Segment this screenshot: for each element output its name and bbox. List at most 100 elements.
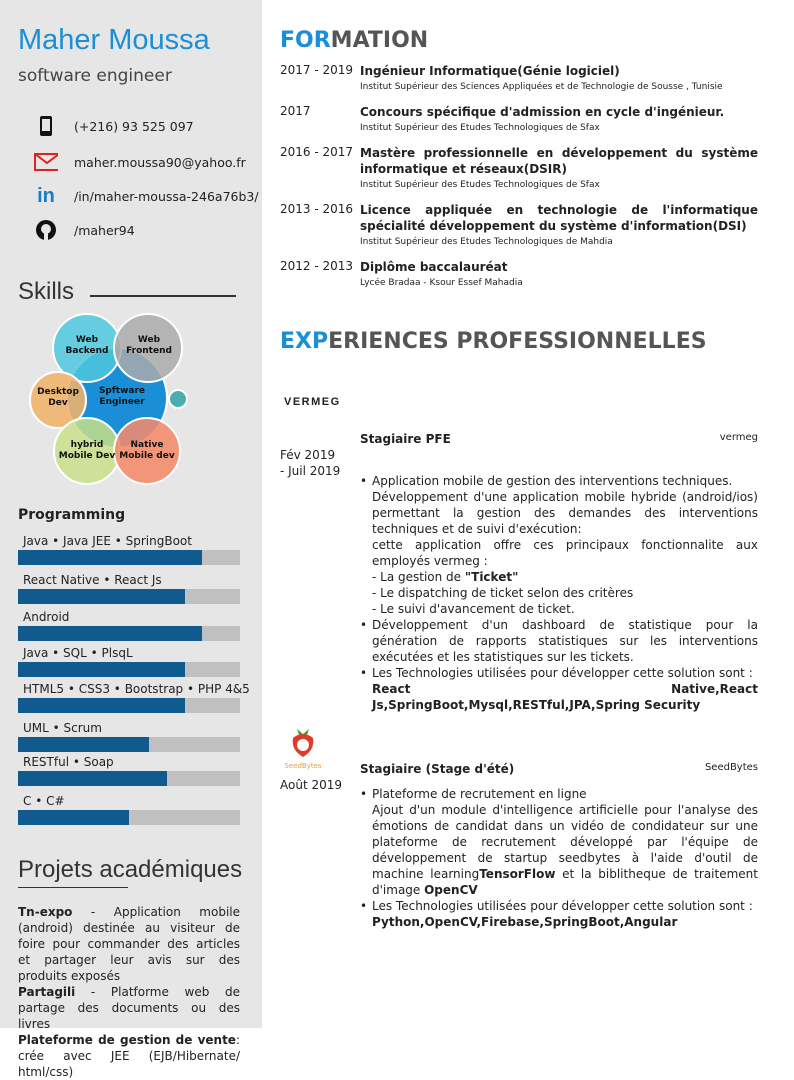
skill-label: Android bbox=[23, 610, 70, 624]
venn-label: Web Backend bbox=[66, 335, 109, 356]
education-title: Licence appliquée en technologie de l'in… bbox=[360, 203, 758, 233]
date-end: - Juil 2019 bbox=[280, 464, 341, 478]
education-title: Mastère professionnelle en développement… bbox=[360, 146, 758, 176]
skill-fill bbox=[18, 662, 185, 677]
education-school: Institut Supérieur des Sciences Appliqué… bbox=[360, 82, 723, 92]
logo-text: SeedBytes bbox=[284, 762, 322, 770]
skill-label: C • C# bbox=[23, 794, 65, 808]
venn-label-line: Spftware bbox=[99, 386, 145, 396]
education-years: 2017 bbox=[280, 104, 311, 118]
venn-label-line: Dev bbox=[48, 398, 68, 408]
education-item: 2012 - 2013 Diplôme baccalauréat Lycée Bra… bbox=[280, 259, 758, 288]
skill-label: React Native • React Js bbox=[23, 573, 162, 587]
education-years: 2017 - 2019 bbox=[280, 63, 354, 77]
text: Application mobile de gestion des interv… bbox=[372, 474, 733, 488]
contact-text: /in/maher-moussa-246a76b3/ bbox=[74, 188, 259, 204]
bullet: Application mobile de gestion des interv… bbox=[360, 473, 758, 617]
linkedin-icon: in bbox=[37, 184, 55, 207]
venn-label-line: Native bbox=[131, 440, 164, 450]
text: Python,OpenCV,Firebase,SpringBoot,Angula… bbox=[372, 915, 678, 929]
skill-bar: Java • SQL • PlsqL bbox=[18, 645, 240, 677]
skill-track bbox=[18, 662, 240, 677]
project-name: Plateforme de gestion de vente bbox=[18, 1033, 236, 1047]
skill-track bbox=[18, 626, 240, 641]
contact-email[interactable]: maher.moussa90@yahoo.fr bbox=[34, 150, 246, 174]
skill-bar: UML • Scrum bbox=[18, 720, 240, 752]
skill-track bbox=[18, 698, 240, 713]
skill-track bbox=[18, 771, 240, 786]
programming-heading: Programming bbox=[18, 507, 126, 523]
date-start: Août 2019 bbox=[280, 778, 343, 792]
education-years: 2016 - 2017 bbox=[280, 145, 354, 159]
seedbytes-logo: SeedBytes bbox=[282, 726, 324, 770]
contact-github[interactable]: /maher94 bbox=[34, 218, 135, 242]
skill-fill bbox=[18, 550, 203, 565]
skill-fill bbox=[18, 771, 167, 786]
vermeg-logo: VERMEG bbox=[284, 396, 341, 408]
education-item: 2017 - 2019 Ingénieur Informatique(Génie … bbox=[280, 63, 758, 92]
education-title: Diplôme baccalauréat bbox=[360, 260, 508, 274]
skill-track bbox=[18, 737, 240, 752]
text: Développement d'une application mobile h… bbox=[372, 490, 758, 536]
skill-bar: HTML5 • CSS3 • Bootstrap • PHP 4&5 bbox=[18, 681, 250, 713]
venn-label-line: Desktop bbox=[37, 387, 79, 397]
skill-bar: RESTful • Soap bbox=[18, 754, 240, 786]
strawberry-icon bbox=[292, 729, 314, 757]
projects-heading: Projets académiques bbox=[18, 856, 243, 883]
text: - Le dispatching de ticket selon des cri… bbox=[372, 586, 634, 600]
project-desc: - Platforme web de partage des documents… bbox=[18, 985, 240, 1031]
job-title-row: Stagiaire (Stage d'été) SeedBytes bbox=[360, 762, 758, 776]
bullet: Les Technologies utilisées pour développ… bbox=[360, 898, 758, 930]
heading-accent: EXP bbox=[280, 329, 329, 354]
job1-bullets: Application mobile de gestion des interv… bbox=[360, 473, 758, 713]
skill-label: RESTful • Soap bbox=[23, 755, 114, 769]
contact-text: /maher94 bbox=[74, 222, 135, 238]
skill-label: HTML5 • CSS3 • Bootstrap • PHP 4&5 bbox=[23, 682, 250, 696]
venn-label: Desktop Dev bbox=[37, 387, 79, 408]
bullet: Les Technologies utilisées pour développ… bbox=[360, 665, 758, 713]
job2-bullets: Plateforme de recrutement en ligne Ajout … bbox=[360, 786, 758, 930]
skill-track bbox=[18, 810, 240, 825]
job-date: Fév 2019 - Juil 2019 bbox=[280, 447, 340, 479]
education-school: Institut Supérieur des Etudes Technologi… bbox=[360, 123, 600, 133]
venn-label-line: hybrid bbox=[71, 440, 104, 450]
education-school: Institut Supérieur des Etudes Technologi… bbox=[360, 237, 613, 247]
skill-bar: React Native • React Js bbox=[18, 572, 240, 604]
skill-fill bbox=[18, 626, 203, 641]
job-company: vermeg bbox=[719, 432, 758, 443]
email-icon bbox=[34, 150, 58, 174]
contact-linkedin[interactable]: in /in/maher-moussa-246a76b3/ bbox=[34, 184, 259, 208]
text: Ajout d'un module d'intelligence artific… bbox=[372, 803, 758, 881]
divider bbox=[90, 295, 236, 297]
skills-venn-diagram: Web Backend Web Frontend Spftware Engineer … bbox=[29, 313, 188, 485]
skill-fill bbox=[18, 737, 149, 752]
text: Plateforme de recrutement en ligne bbox=[372, 787, 587, 801]
skill-fill bbox=[18, 589, 185, 604]
education-item: 2016 - 2017 Mastère professionnelle en dé… bbox=[280, 145, 758, 190]
venn-label: Native Mobile dev bbox=[119, 440, 175, 461]
project-desc: - Application mobile (android) destinée … bbox=[18, 905, 240, 983]
divider bbox=[18, 887, 128, 888]
text: "Ticket" bbox=[464, 570, 519, 584]
heading-accent: FOR bbox=[280, 28, 331, 53]
formation-heading: FORMATION bbox=[280, 28, 428, 53]
text: TensorFlow bbox=[479, 867, 556, 881]
text: Les Technologies utilisées pour développ… bbox=[372, 899, 753, 913]
job-title-row: Stagiaire PFE vermeg bbox=[360, 432, 758, 446]
venn-label-line: Mobile dev bbox=[119, 451, 175, 461]
project-name: Partagili bbox=[18, 985, 76, 999]
job-title: Stagiaire PFE bbox=[360, 432, 451, 446]
heading-rest: MATION bbox=[330, 28, 429, 53]
skill-bar: C • C# bbox=[18, 793, 240, 825]
venn-label-line: Web bbox=[138, 335, 161, 345]
venn-label-line: Engineer bbox=[99, 397, 145, 407]
venn-label: hybrid Mobile Dev bbox=[59, 440, 116, 461]
phone-icon bbox=[34, 114, 58, 138]
text: cette application offre ces principaux f… bbox=[372, 538, 758, 568]
sidebar bbox=[0, 0, 262, 1028]
venn-label-line: Frontend bbox=[126, 346, 172, 356]
text: - La gestion de bbox=[372, 570, 465, 584]
venn-desktop bbox=[29, 371, 87, 429]
project-name: Tn-expo bbox=[18, 905, 73, 919]
skill-fill bbox=[18, 810, 129, 825]
